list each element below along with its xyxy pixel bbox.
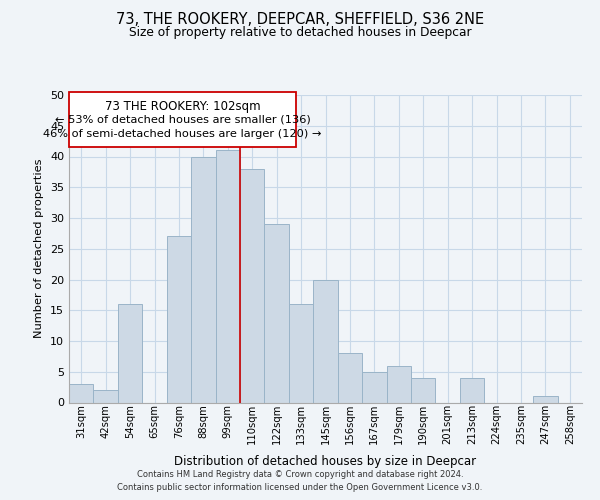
Text: Size of property relative to detached houses in Deepcar: Size of property relative to detached ho… — [128, 26, 472, 39]
Bar — [265, 224, 289, 402]
Text: Contains HM Land Registry data © Crown copyright and database right 2024.
Contai: Contains HM Land Registry data © Crown c… — [118, 470, 482, 492]
Bar — [289, 304, 313, 402]
Bar — [460, 378, 484, 402]
Bar — [118, 304, 142, 402]
Text: 46% of semi-detached houses are larger (120) →: 46% of semi-detached houses are larger (… — [43, 129, 322, 139]
Text: 73 THE ROOKERY: 102sqm: 73 THE ROOKERY: 102sqm — [105, 100, 260, 113]
Y-axis label: Number of detached properties: Number of detached properties — [34, 159, 44, 338]
Bar — [191, 156, 215, 402]
Bar — [69, 384, 94, 402]
Text: 73, THE ROOKERY, DEEPCAR, SHEFFIELD, S36 2NE: 73, THE ROOKERY, DEEPCAR, SHEFFIELD, S36… — [116, 12, 484, 28]
Bar — [94, 390, 118, 402]
Bar — [362, 372, 386, 402]
FancyBboxPatch shape — [69, 92, 296, 148]
Bar — [338, 354, 362, 403]
Bar — [411, 378, 436, 402]
X-axis label: Distribution of detached houses by size in Deepcar: Distribution of detached houses by size … — [175, 456, 476, 468]
Bar — [240, 169, 265, 402]
Text: ← 53% of detached houses are smaller (136): ← 53% of detached houses are smaller (13… — [55, 114, 310, 124]
Bar — [215, 150, 240, 402]
Bar — [533, 396, 557, 402]
Bar — [386, 366, 411, 403]
Bar — [167, 236, 191, 402]
Bar — [313, 280, 338, 402]
